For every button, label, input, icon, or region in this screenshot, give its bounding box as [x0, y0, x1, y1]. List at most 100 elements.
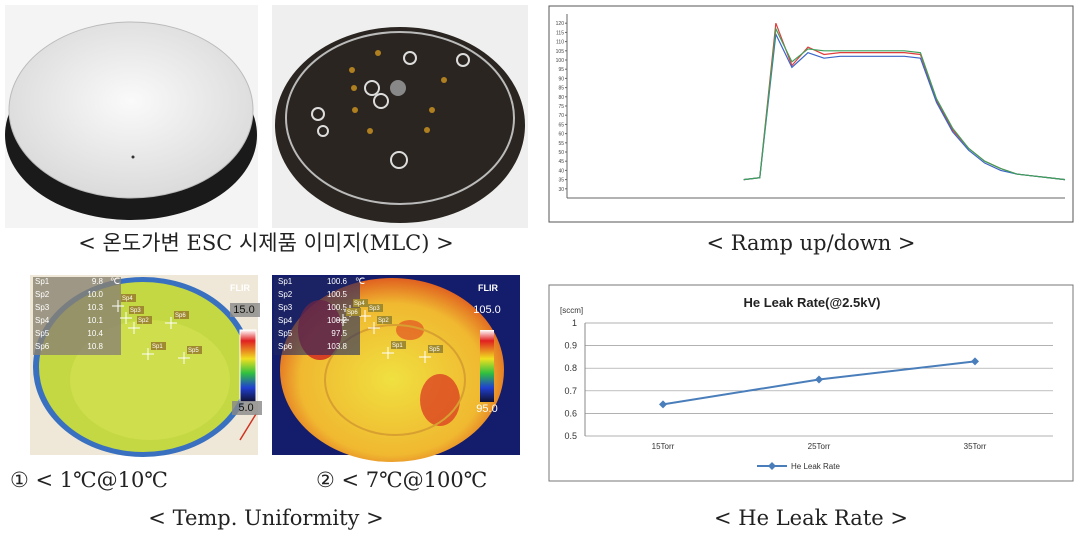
spot-value: 10.4: [87, 329, 103, 338]
point: [815, 375, 823, 384]
y-tick-label: 65: [558, 122, 564, 128]
spot-label: Sp5: [278, 329, 293, 338]
spot-tag: Sp4: [354, 301, 365, 307]
spot-tag-bg: [151, 342, 166, 350]
spot-value: 10.8: [87, 342, 103, 351]
y-tick-label: 45: [558, 159, 564, 165]
caption: < Temp. Uniformity >: [148, 506, 383, 530]
spot-tag-bg: [353, 299, 368, 307]
spot-cross: [165, 317, 177, 329]
spot-label: Sp6: [35, 342, 50, 351]
spot-cross: [368, 322, 380, 334]
spot-tag-bg: [368, 304, 383, 312]
spot-value: 9.8: [92, 277, 104, 286]
chart-frame: [548, 5, 1074, 223]
scale-max: 105.0: [473, 304, 501, 316]
y-tick-label: 0.8: [564, 363, 577, 373]
spot-cross: [142, 348, 154, 360]
y-tick-label: 60: [558, 132, 564, 138]
spot-tag: Sp2: [378, 318, 389, 324]
spot-label: Sp6: [278, 342, 293, 351]
spot-tag: Sp3: [369, 306, 380, 312]
spot-label: Sp5: [35, 329, 50, 338]
series-line: [743, 26, 1066, 181]
leak-chart: He Leak Rate(@2.5kV) [sccm] 0.5 0.6 0.7 0.8 0.…: [560, 295, 1053, 471]
y-tick-label: 0.7: [564, 386, 577, 396]
spot-label: Sp2: [35, 290, 50, 299]
spot-cross: [112, 300, 124, 312]
legend-label: He Leak Rate: [791, 462, 840, 471]
spot-label: Sp1: [278, 277, 293, 286]
spot-tag-bg: [137, 316, 152, 324]
photo-dark-esc: [272, 5, 528, 228]
point: [659, 400, 667, 409]
y-tick-label: 90: [558, 76, 564, 82]
y-tick-label: 105: [556, 49, 565, 55]
spot-tag-bg: [346, 308, 361, 316]
spot-value: 10.0: [87, 290, 103, 299]
point: [971, 357, 979, 366]
unit: ℃: [110, 276, 120, 286]
spot-tag: Sp2: [138, 318, 149, 324]
scale-box: [232, 401, 262, 415]
spot-label: Sp1: [35, 277, 50, 286]
logo: FLIR: [230, 283, 250, 293]
spot-value: 10.1: [87, 316, 103, 325]
spot-tag-bg: [129, 306, 144, 314]
spot-tag: Sp3: [130, 308, 141, 314]
spot-tag-bg: [121, 294, 136, 302]
caption: ② < 7℃@100℃: [316, 468, 487, 492]
unit: ℃: [355, 276, 365, 286]
spot-tag: Sp6: [347, 310, 358, 316]
spot-value: 10.3: [87, 303, 103, 312]
spot-cross: [128, 322, 140, 334]
y-tick-label: 85: [558, 86, 564, 92]
y-tick-label: 100: [556, 58, 565, 64]
logo: FLIR: [478, 283, 498, 293]
spot-tag-bg: [174, 311, 189, 319]
spot-label: Sp3: [35, 303, 50, 312]
y-tick-label: 35: [558, 178, 564, 184]
spot-tag-bg: [187, 346, 202, 354]
spot-tag: Sp4: [122, 296, 133, 302]
y-tick-label: 80: [558, 95, 564, 101]
spot-cross: [337, 314, 349, 326]
scale-min: 5.0: [238, 402, 253, 414]
caption: < 온도가변 ESC 시제품 이미지(MLC) >: [78, 231, 453, 255]
y-tick-label: 70: [558, 113, 564, 119]
thermal-image-1: [30, 275, 258, 457]
x-tick-label: 15Torr: [652, 442, 675, 451]
spot-tag-bg: [428, 345, 443, 353]
photo-white-esc: [5, 5, 258, 228]
caption: < Ramp up/down >: [706, 231, 915, 255]
spot-label: Sp2: [278, 290, 293, 299]
legend-marker: [768, 462, 776, 470]
chart-frame: [548, 284, 1074, 482]
spot-value: 100.5: [327, 290, 348, 299]
y-tick-label: 0.9: [564, 341, 577, 351]
spot-tag: Sp1: [392, 343, 403, 349]
y-tick-label: 110: [556, 40, 564, 46]
spot-tag-bg: [377, 316, 392, 324]
y-tick-label: 1: [572, 318, 577, 328]
chart-title: He Leak Rate(@2.5kV): [744, 295, 881, 310]
spot-cross: [120, 312, 132, 324]
spot-tag: Sp5: [188, 348, 199, 354]
y-tick-label: 55: [558, 141, 564, 147]
spot-value: 97.5: [331, 329, 347, 338]
y-tick-label: 40: [558, 168, 564, 174]
spot-cross: [178, 352, 190, 364]
y-tick-label: 0.5: [564, 431, 577, 441]
y-tick-label: 120: [556, 21, 565, 27]
y-tick-label: 75: [558, 104, 564, 110]
y-tick-label: 115: [556, 30, 564, 36]
y-axis-label: [sccm]: [560, 306, 583, 315]
spot-value: 103.8: [327, 342, 348, 351]
spot-value: 100.6: [327, 277, 348, 286]
y-tick-label: 30: [558, 187, 564, 193]
spot-tag: Sp6: [175, 313, 186, 319]
y-tick-label: 0.6: [564, 408, 577, 418]
caption: ① < 1℃@10℃: [10, 468, 168, 492]
spot-value: 100.5: [327, 303, 348, 312]
